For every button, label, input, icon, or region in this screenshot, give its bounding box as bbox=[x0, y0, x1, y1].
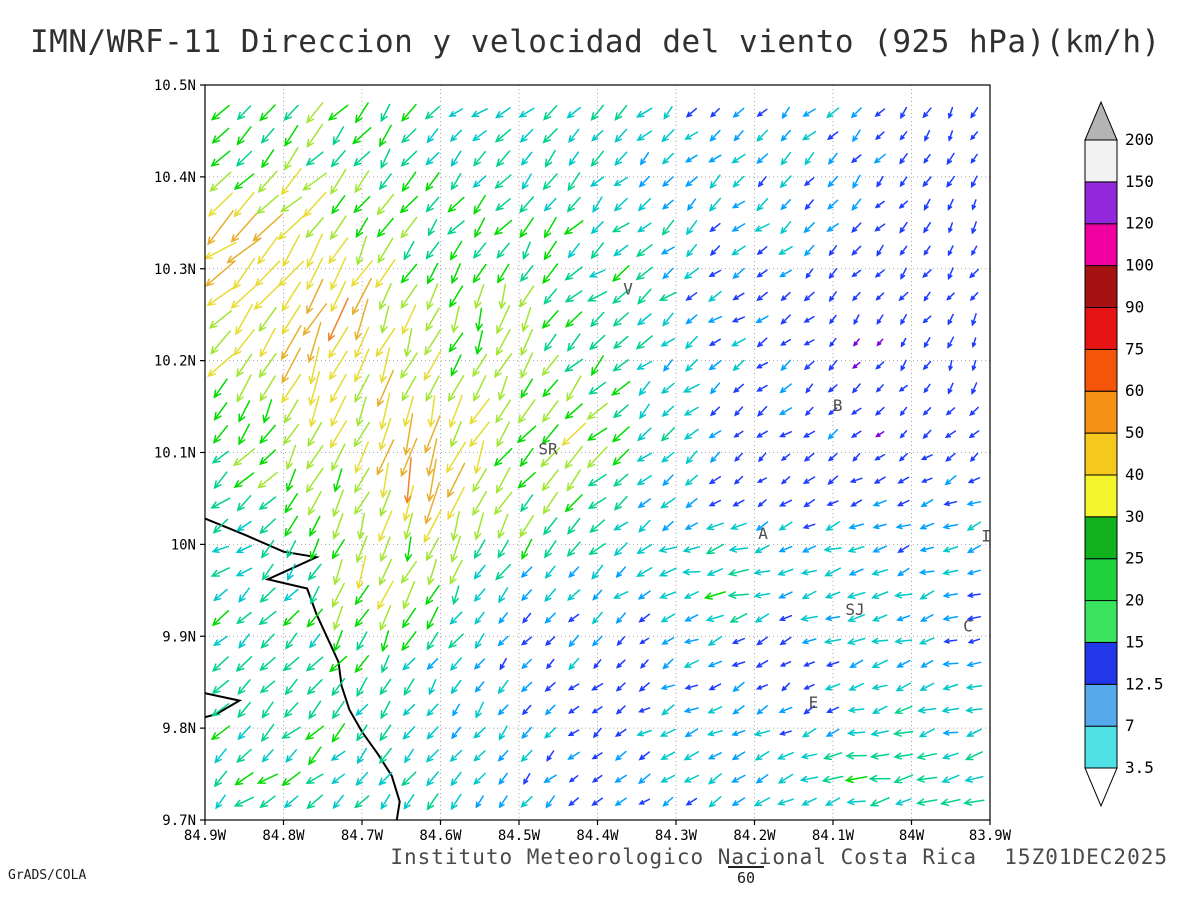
coastline bbox=[205, 517, 401, 820]
contour-label-60: 60 bbox=[737, 869, 756, 887]
legend-level-label: 200 bbox=[1125, 130, 1154, 149]
y-tick-label: 9.8N bbox=[162, 721, 196, 737]
x-tick-label: 84.8W bbox=[262, 828, 305, 844]
x-tick-label: 84W bbox=[899, 828, 925, 844]
x-tick-label: 84.2W bbox=[733, 828, 776, 844]
legend-level-label: 90 bbox=[1125, 298, 1144, 317]
legend-level-label: 100 bbox=[1125, 256, 1154, 275]
legend-color-box bbox=[1084, 558, 1118, 602]
legend-color-box bbox=[1084, 181, 1118, 225]
x-tick-label: 84.4W bbox=[576, 828, 619, 844]
x-tick-label: 84.3W bbox=[655, 828, 698, 844]
gridlines bbox=[205, 85, 990, 820]
legend-color-box bbox=[1084, 348, 1118, 392]
station-label: B bbox=[833, 396, 843, 415]
legend-over-triangle bbox=[1084, 100, 1118, 141]
legend-color-box bbox=[1084, 223, 1118, 267]
legend-level-label: 120 bbox=[1125, 214, 1154, 233]
axis-tick-labels: 84.9W 84.8W 84.7W 84.6W 84.5W 84.4W 84.3W 84.2W… bbox=[154, 78, 1012, 844]
legend-level-label: 75 bbox=[1125, 339, 1144, 358]
x-tick-label: 83.9W bbox=[969, 828, 1012, 844]
color-legend bbox=[1084, 100, 1118, 808]
x-tick-label: 84.5W bbox=[498, 828, 541, 844]
legend-under-triangle bbox=[1084, 767, 1118, 808]
legend-level-label: 7 bbox=[1125, 716, 1135, 735]
y-tick-label: 10.1N bbox=[154, 446, 196, 462]
x-tick-label: 84.9W bbox=[184, 828, 227, 844]
legend-level-label: 15 bbox=[1125, 632, 1144, 651]
legend-level-label: 40 bbox=[1125, 465, 1144, 484]
legend-color-box bbox=[1084, 265, 1118, 309]
legend-color-box bbox=[1084, 139, 1118, 183]
footer-caption: Instituto Meteorologico Nacional Costa R… bbox=[390, 845, 1168, 869]
legend-level-label: 3.5 bbox=[1125, 758, 1154, 777]
x-tick-label: 84.1W bbox=[812, 828, 855, 844]
legend-color-box bbox=[1084, 683, 1118, 727]
wind-vectors bbox=[205, 102, 985, 811]
x-tick-label: 84.7W bbox=[341, 828, 384, 844]
y-tick-label: 10.3N bbox=[154, 262, 196, 278]
legend-level-label: 60 bbox=[1125, 381, 1144, 400]
y-tick-label: 10N bbox=[171, 537, 196, 553]
legend-level-label: 25 bbox=[1125, 549, 1144, 568]
contour-line-60 bbox=[728, 866, 764, 868]
station-label: I bbox=[981, 527, 991, 546]
legend-color-box bbox=[1084, 474, 1118, 518]
station-label: C bbox=[963, 617, 973, 636]
legend-color-box bbox=[1084, 432, 1118, 476]
chart-title: IMN/WRF-11 Direccion y velocidad del vie… bbox=[30, 24, 1161, 60]
legend-level-label: 50 bbox=[1125, 423, 1144, 442]
station-label: A bbox=[758, 524, 768, 543]
y-tick-label: 9.7N bbox=[162, 813, 196, 829]
legend-color-box bbox=[1084, 516, 1118, 560]
legend-color-box bbox=[1084, 600, 1118, 643]
legend-labels: 3.5 7 12.5 15 20 25 30 40 50 60 75 90 100 120 150 200 bbox=[1125, 130, 1164, 777]
station-labels: V SR B A SJ C E I bbox=[538, 280, 991, 712]
legend-level-label: 30 bbox=[1125, 507, 1144, 526]
legend-level-label: 20 bbox=[1125, 591, 1144, 610]
legend-color-box bbox=[1084, 307, 1118, 350]
station-label: V bbox=[623, 280, 633, 299]
x-tick-label: 84.6W bbox=[419, 828, 462, 844]
legend-color-box bbox=[1084, 641, 1118, 685]
y-tick-label: 10.5N bbox=[154, 78, 196, 94]
legend-color-box bbox=[1084, 725, 1118, 769]
station-label: SR bbox=[538, 439, 558, 458]
legend-level-label: 150 bbox=[1125, 172, 1154, 191]
y-tick-label: 9.9N bbox=[162, 629, 196, 645]
y-tick-label: 10.4N bbox=[154, 170, 196, 186]
y-tick-label: 10.2N bbox=[154, 354, 196, 370]
legend-color-box bbox=[1084, 390, 1118, 434]
station-label: SJ bbox=[845, 600, 864, 619]
grads-credit: GrADS/COLA bbox=[8, 868, 87, 883]
legend-level-label: 12.5 bbox=[1125, 674, 1164, 693]
station-label: E bbox=[809, 693, 819, 712]
